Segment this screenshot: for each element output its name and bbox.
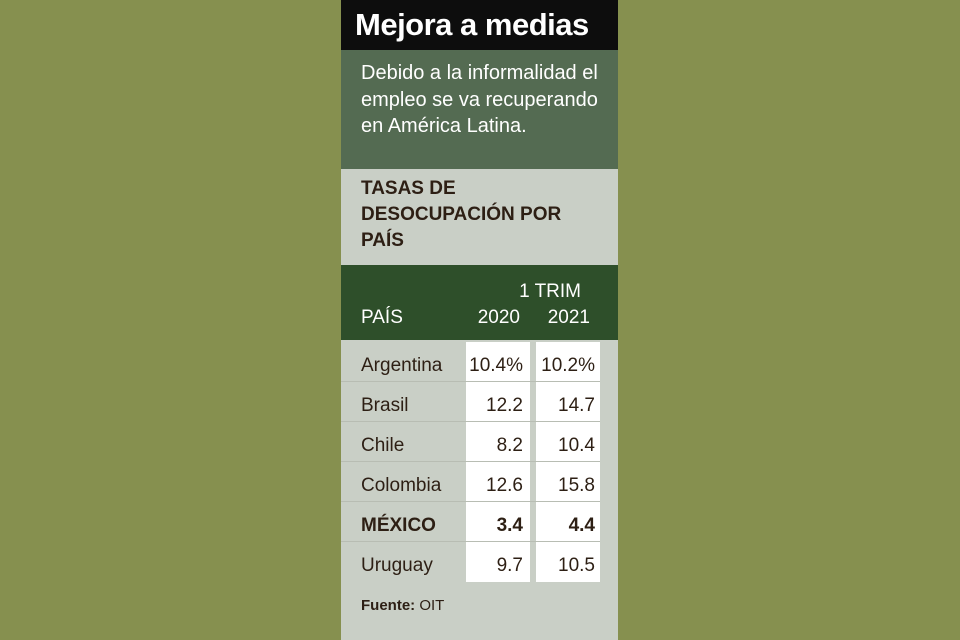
source-note: Fuente: OIT	[361, 597, 444, 614]
row-country: Chile	[361, 435, 405, 456]
row-divider	[341, 501, 600, 502]
row-country: Uruguay	[361, 555, 433, 576]
row-value-2021: 15.8	[558, 475, 595, 496]
row-value-2020: 10.4%	[469, 355, 523, 376]
row-country: Colombia	[361, 475, 442, 496]
row-value-2020: 8.2	[496, 435, 523, 456]
row-value-2021: 10.5	[558, 555, 595, 576]
row-value-2020: 3.4	[496, 515, 523, 536]
source-label: Fuente:	[361, 597, 416, 614]
row-country: Brasil	[361, 395, 409, 416]
row-country: Argentina	[361, 355, 443, 376]
row-value-2021: 10.2%	[541, 355, 595, 376]
column-2020-background	[466, 342, 530, 582]
infographic-subtitle: Debido a la informalidad el empleo se va…	[341, 50, 618, 169]
table-row: Brasil 12.2 14.7	[341, 382, 618, 422]
table-row: Chile 8.2 10.4	[341, 422, 618, 462]
row-divider	[341, 381, 600, 382]
column-header-country: PAÍS	[361, 307, 403, 328]
row-value-2020: 9.7	[496, 555, 523, 576]
table-title: TASAS DE DESOCUPACIÓN POR PAÍS	[361, 178, 562, 251]
column-2021-background	[536, 342, 600, 582]
row-country: MÉXICO	[361, 515, 436, 536]
row-value-2021: 10.4	[558, 435, 595, 456]
row-divider	[341, 421, 600, 422]
table-row: MÉXICO 3.4 4.4	[341, 502, 618, 542]
column-group-label: 1 TRIM	[519, 281, 581, 302]
row-value-2021: 4.4	[568, 515, 595, 536]
row-value-2020: 12.2	[486, 395, 523, 416]
infographic-panel: Mejora a medias Debido a la informalidad…	[341, 0, 618, 640]
column-header-2020: 2020	[477, 307, 520, 328]
row-divider	[341, 541, 600, 542]
table-row: Colombia 12.6 15.8	[341, 462, 618, 502]
row-value-2020: 12.6	[486, 475, 523, 496]
column-header-2021: 2021	[547, 307, 590, 328]
row-value-2021: 14.7	[558, 395, 595, 416]
source-value: OIT	[419, 597, 445, 614]
table-header: 1 TRIM PAÍS 2020 2021	[341, 265, 618, 340]
row-divider	[341, 461, 600, 462]
infographic-title: Mejora a medias	[341, 0, 618, 50]
table-row: Argentina 10.4% 10.2%	[341, 342, 618, 382]
table-row: Uruguay 9.7 10.5	[341, 542, 618, 582]
